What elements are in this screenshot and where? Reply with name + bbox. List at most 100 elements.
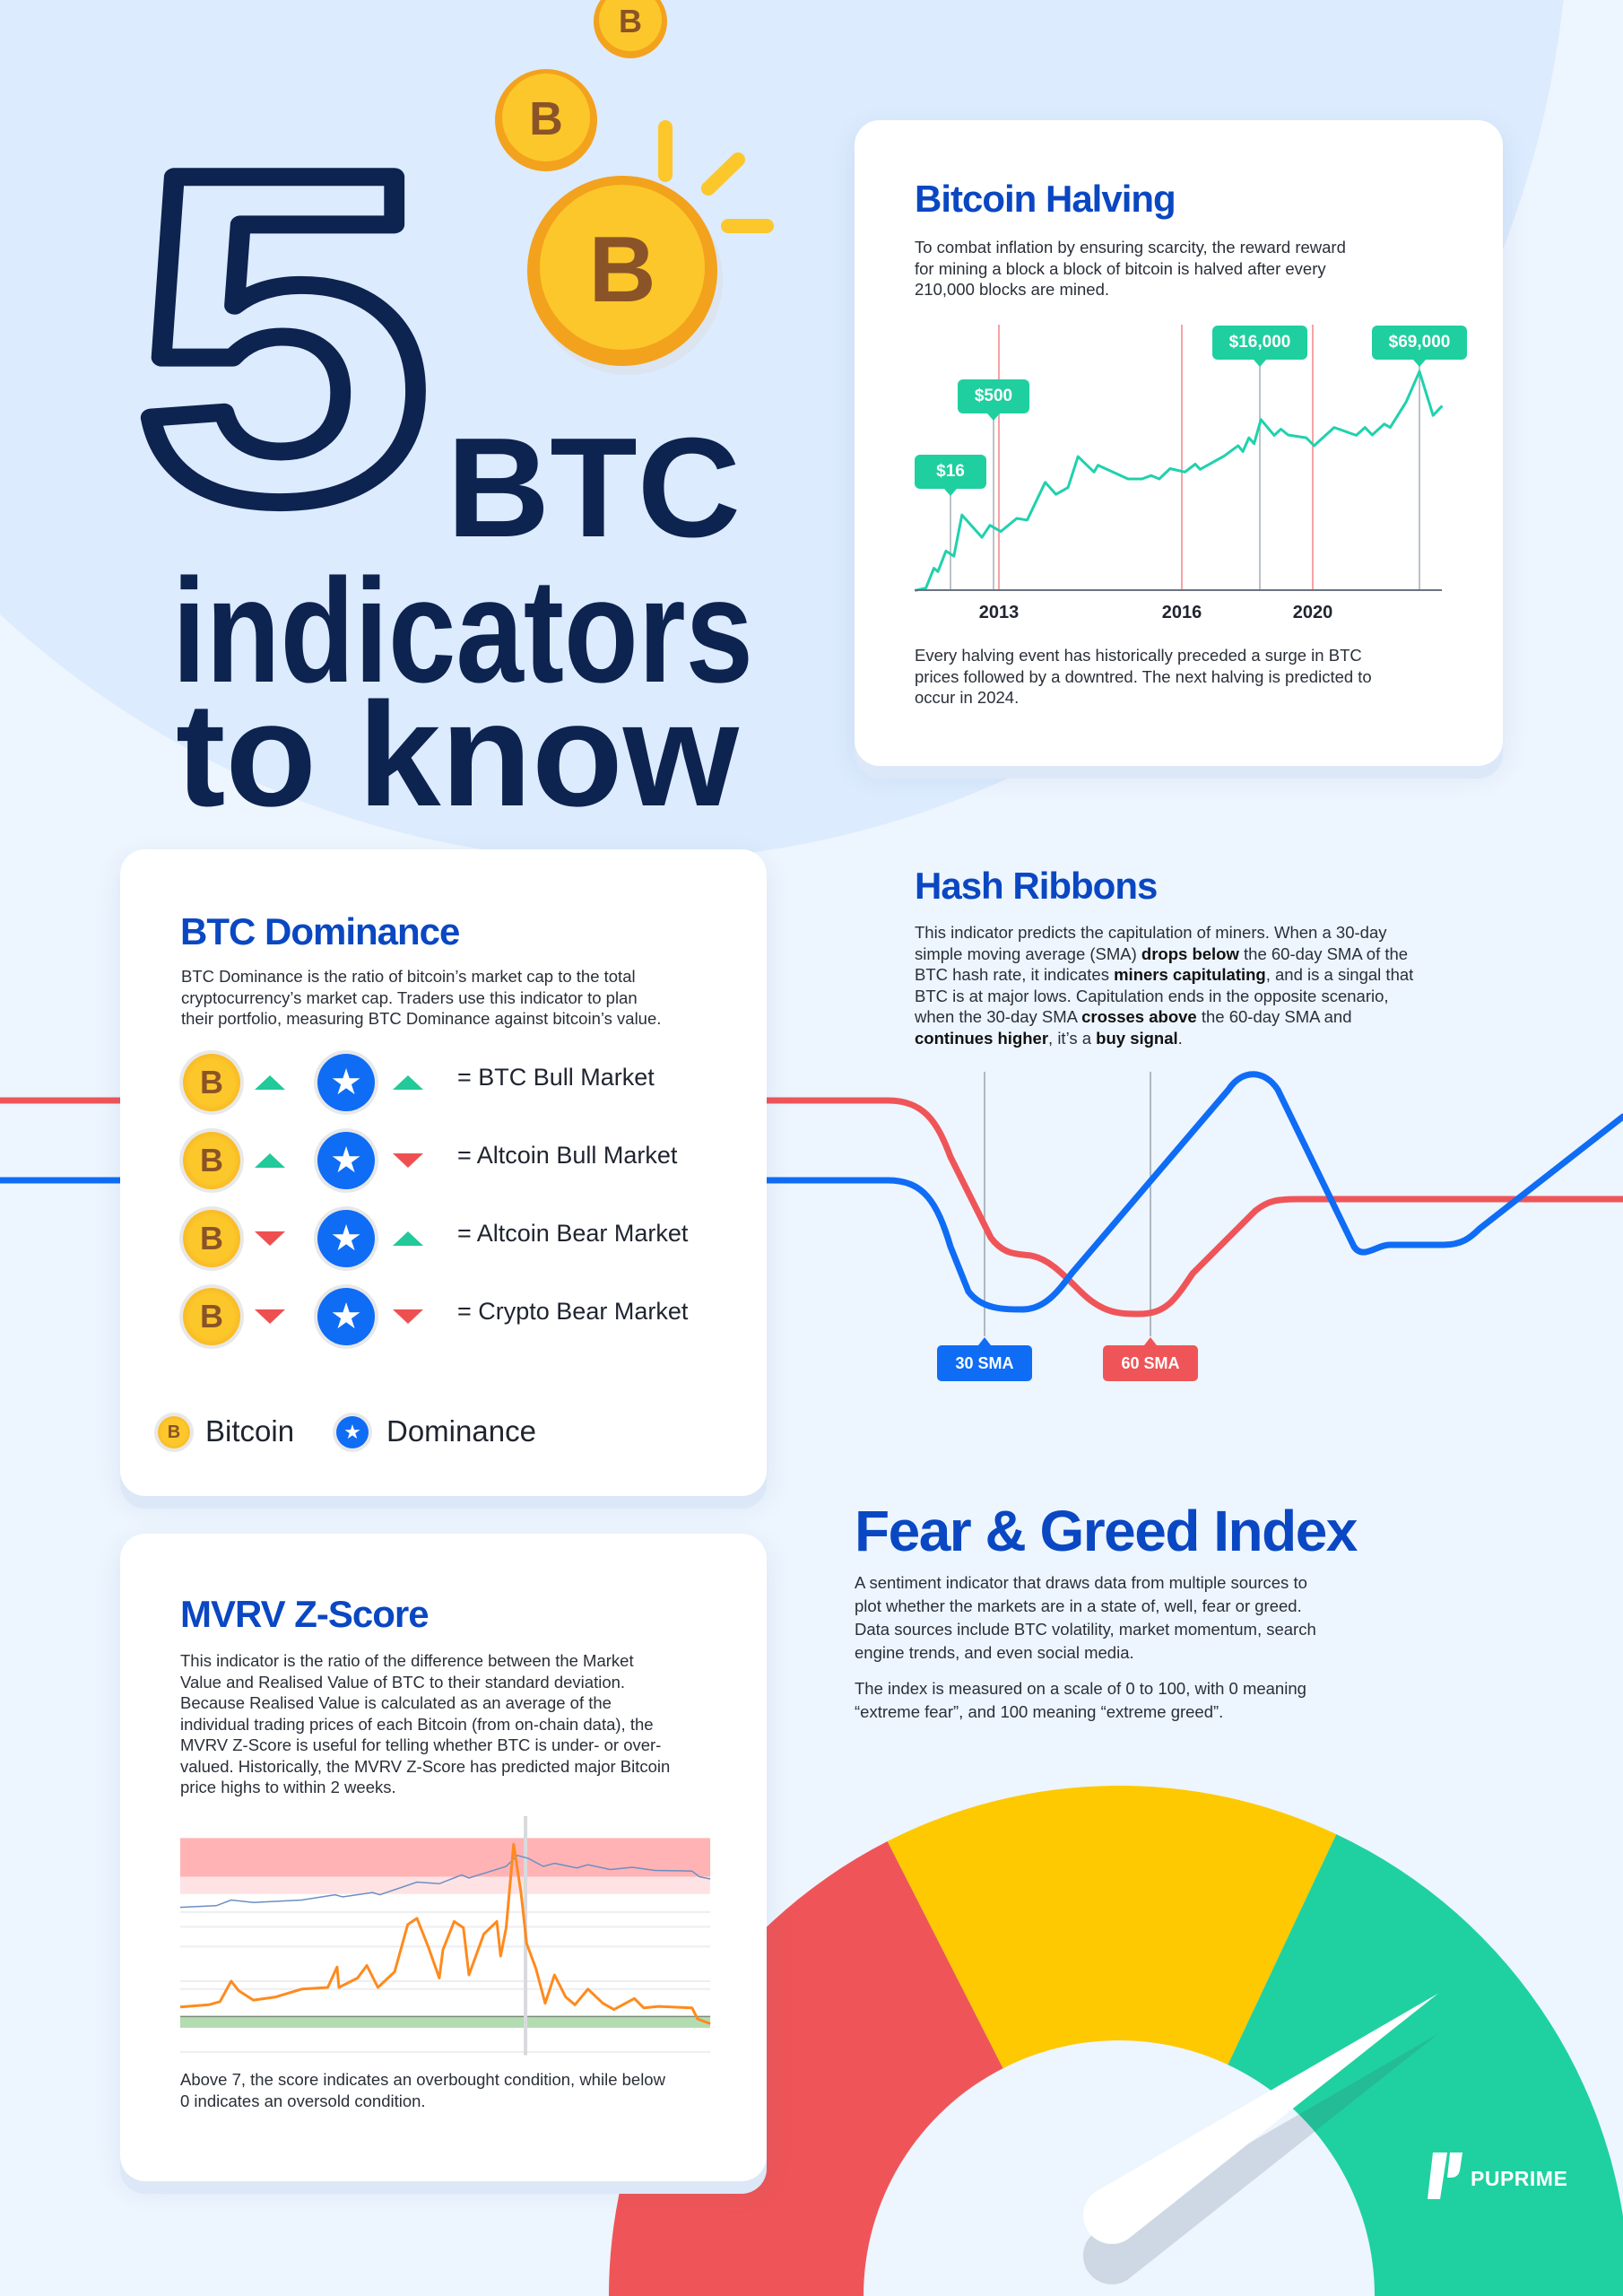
- dominance-legend-icon: ★: [336, 1416, 369, 1448]
- neutral-segment: [887, 1786, 1337, 2069]
- text-line: This indicator is the ratio of the diffe…: [180, 1651, 634, 1670]
- text-line: simple moving average (SMA) drops below …: [915, 944, 1413, 965]
- bitcoin-icon: B: [183, 1288, 240, 1345]
- mvrv-title: MVRV Z-Score: [180, 1593, 430, 1635]
- hero-line-3: to know: [176, 672, 740, 837]
- text: , and is a singal that: [1265, 965, 1414, 984]
- greed-segment: [1228, 1834, 1623, 2296]
- text-line: A sentiment indicator that draws data fr…: [855, 1573, 1307, 1592]
- text-line: valued. Historically, the MVRV Z-Score h…: [180, 1756, 671, 1776]
- coin-medium-icon: B: [495, 69, 597, 171]
- dominance-icon: ★: [317, 1210, 375, 1267]
- market-label: = Crypto Bear Market: [457, 1298, 689, 1325]
- text-line: Above 7, the score indicates an overboug…: [180, 2070, 665, 2089]
- text-line: price highs to within 2 weeks.: [180, 1778, 396, 1796]
- arrow-down-icon: [393, 1309, 423, 1324]
- halving-outro: Every halving event has historically pre…: [915, 645, 1372, 709]
- callout-16: $16: [915, 455, 986, 496]
- dominance-icon: ★: [317, 1054, 375, 1111]
- overbought-band: [179, 1838, 711, 1877]
- bitcoin-legend-icon: B: [158, 1416, 190, 1448]
- text: , it’s a: [1048, 1028, 1097, 1048]
- text-line: for mining a block a block of bitcoin is…: [915, 258, 1326, 278]
- hero-number: 5: [135, 76, 430, 597]
- text: This indicator predicts the capitulation…: [915, 923, 1387, 942]
- text-line: BTC Dominance is the ratio of bitcoin’s …: [181, 967, 636, 986]
- coin-small-icon: B: [594, 0, 667, 58]
- bitcoin-icon: B: [183, 1132, 240, 1189]
- label-60-sma: 60 SMA: [1103, 1337, 1198, 1381]
- mvrv-intro: This indicator is the ratio of the diffe…: [180, 1650, 670, 1798]
- mvrv-chart: [179, 1815, 711, 2056]
- dominance-icon: ★: [317, 1132, 375, 1189]
- label-30-sma: 30 SMA: [937, 1337, 1032, 1381]
- text-line: Value and Realised Value of BTC to their…: [180, 1672, 626, 1692]
- bold-text: buy signal: [1096, 1028, 1178, 1048]
- text-line: 210,000 blocks are mined.: [915, 280, 1109, 299]
- sparkle-icon: [658, 120, 774, 233]
- bitcoin-icon: B: [183, 1210, 240, 1267]
- mvrv-card: MVRV Z-Score This indicator is the ratio…: [120, 1534, 767, 2181]
- text-line: “extreme fear”, and 100 meaning “extreme…: [855, 1702, 1224, 1721]
- dominance-row: B ★ = Altcoin Bear Market: [120, 1207, 766, 1270]
- arrow-down-icon: [393, 1153, 423, 1168]
- text-line: when the 30-day SMA crosses above the 60…: [915, 1006, 1413, 1028]
- callout-500: $500: [958, 379, 1029, 421]
- fear-segment: [609, 1841, 1003, 2296]
- text-line: BTC hash rate, it indicates miners capit…: [915, 964, 1413, 986]
- text-line: To combat inflation by ensuring scarcity…: [915, 238, 1346, 257]
- brand-name: PUPRIME: [1471, 2166, 1568, 2190]
- text-line: This indicator predicts the capitulation…: [915, 922, 1413, 944]
- callout-16000: $16,000: [1212, 326, 1307, 367]
- text-line: prices followed by a downtred. The next …: [915, 666, 1372, 686]
- overbought-light-band: [179, 1876, 711, 1894]
- puprime-logo-icon: [1428, 2152, 1462, 2199]
- text: BTC is at major lows. Capitulation ends …: [915, 986, 1389, 1005]
- svg-text:B: B: [619, 3, 642, 39]
- text: the 60-day SMA of the: [1238, 944, 1409, 963]
- hero-line-1: BTC: [447, 409, 741, 567]
- hash-description: This indicator predicts the capitulation…: [915, 922, 1413, 1048]
- text-line: plot whether the markets are in a state …: [855, 1596, 1302, 1615]
- btc-dominance-card: BTC Dominance BTC Dominance is the ratio…: [120, 849, 767, 1496]
- bold-text: crosses above: [1081, 1007, 1197, 1026]
- gauge-needle: [1082, 1993, 1438, 2245]
- arrow-down-icon: [255, 1231, 285, 1246]
- x-tick-2020: 2020: [1292, 603, 1333, 622]
- bitcoin-halving-card: [855, 120, 1503, 766]
- text-line: cryptocurrency’s market cap. Traders use…: [181, 987, 638, 1007]
- market-value-line: [179, 1854, 711, 1909]
- text: when the 30-day SMA: [915, 1007, 1082, 1026]
- arrow-up-icon: [393, 1075, 423, 1090]
- dominance-row: B ★ = Altcoin Bull Market: [120, 1129, 766, 1192]
- hash-title: Hash Ribbons: [915, 865, 1158, 907]
- sma-60-line: [0, 1097, 1623, 1318]
- text-line: BTC is at major lows. Capitulation ends …: [915, 986, 1413, 1007]
- mvrv-outro: Above 7, the score indicates an overboug…: [180, 2069, 665, 2111]
- brand-logo: PUPRIME: [1424, 2152, 1567, 2205]
- market-label: = BTC Bull Market: [457, 1064, 655, 1091]
- fear-greed-intro: A sentiment indicator that draws data fr…: [855, 1571, 1316, 1665]
- x-tick-2013: 2013: [978, 603, 1020, 622]
- halving-chart: [915, 325, 1444, 592]
- hero-line-2: indicators: [172, 548, 753, 713]
- bold-text: miners capitulating: [1114, 965, 1266, 984]
- text-line: The index is measured on a scale of 0 to…: [855, 1679, 1306, 1698]
- arrow-down-icon: [255, 1309, 285, 1324]
- fear-greed-title: Fear & Greed Index: [855, 1499, 1358, 1563]
- text-line: occur in 2024.: [915, 688, 1020, 707]
- arrow-up-icon: [255, 1153, 285, 1168]
- x-tick-2016: 2016: [1161, 603, 1202, 622]
- needle-shadow: [1082, 2033, 1438, 2285]
- text: BTC hash rate, it indicates: [915, 965, 1115, 984]
- oversold-band: [179, 2016, 711, 2028]
- text-line: 0 indicates an oversold condition.: [180, 2091, 426, 2110]
- dominance-row: B ★ = Crypto Bear Market: [120, 1285, 766, 1348]
- market-label: = Altcoin Bull Market: [457, 1142, 678, 1169]
- text-line: continues higher, it’s a buy signal.: [915, 1028, 1413, 1049]
- svg-text:B: B: [529, 93, 563, 145]
- dominance-icon: ★: [317, 1288, 375, 1345]
- text-line: MVRV Z-Score is useful for telling wheth…: [180, 1735, 662, 1754]
